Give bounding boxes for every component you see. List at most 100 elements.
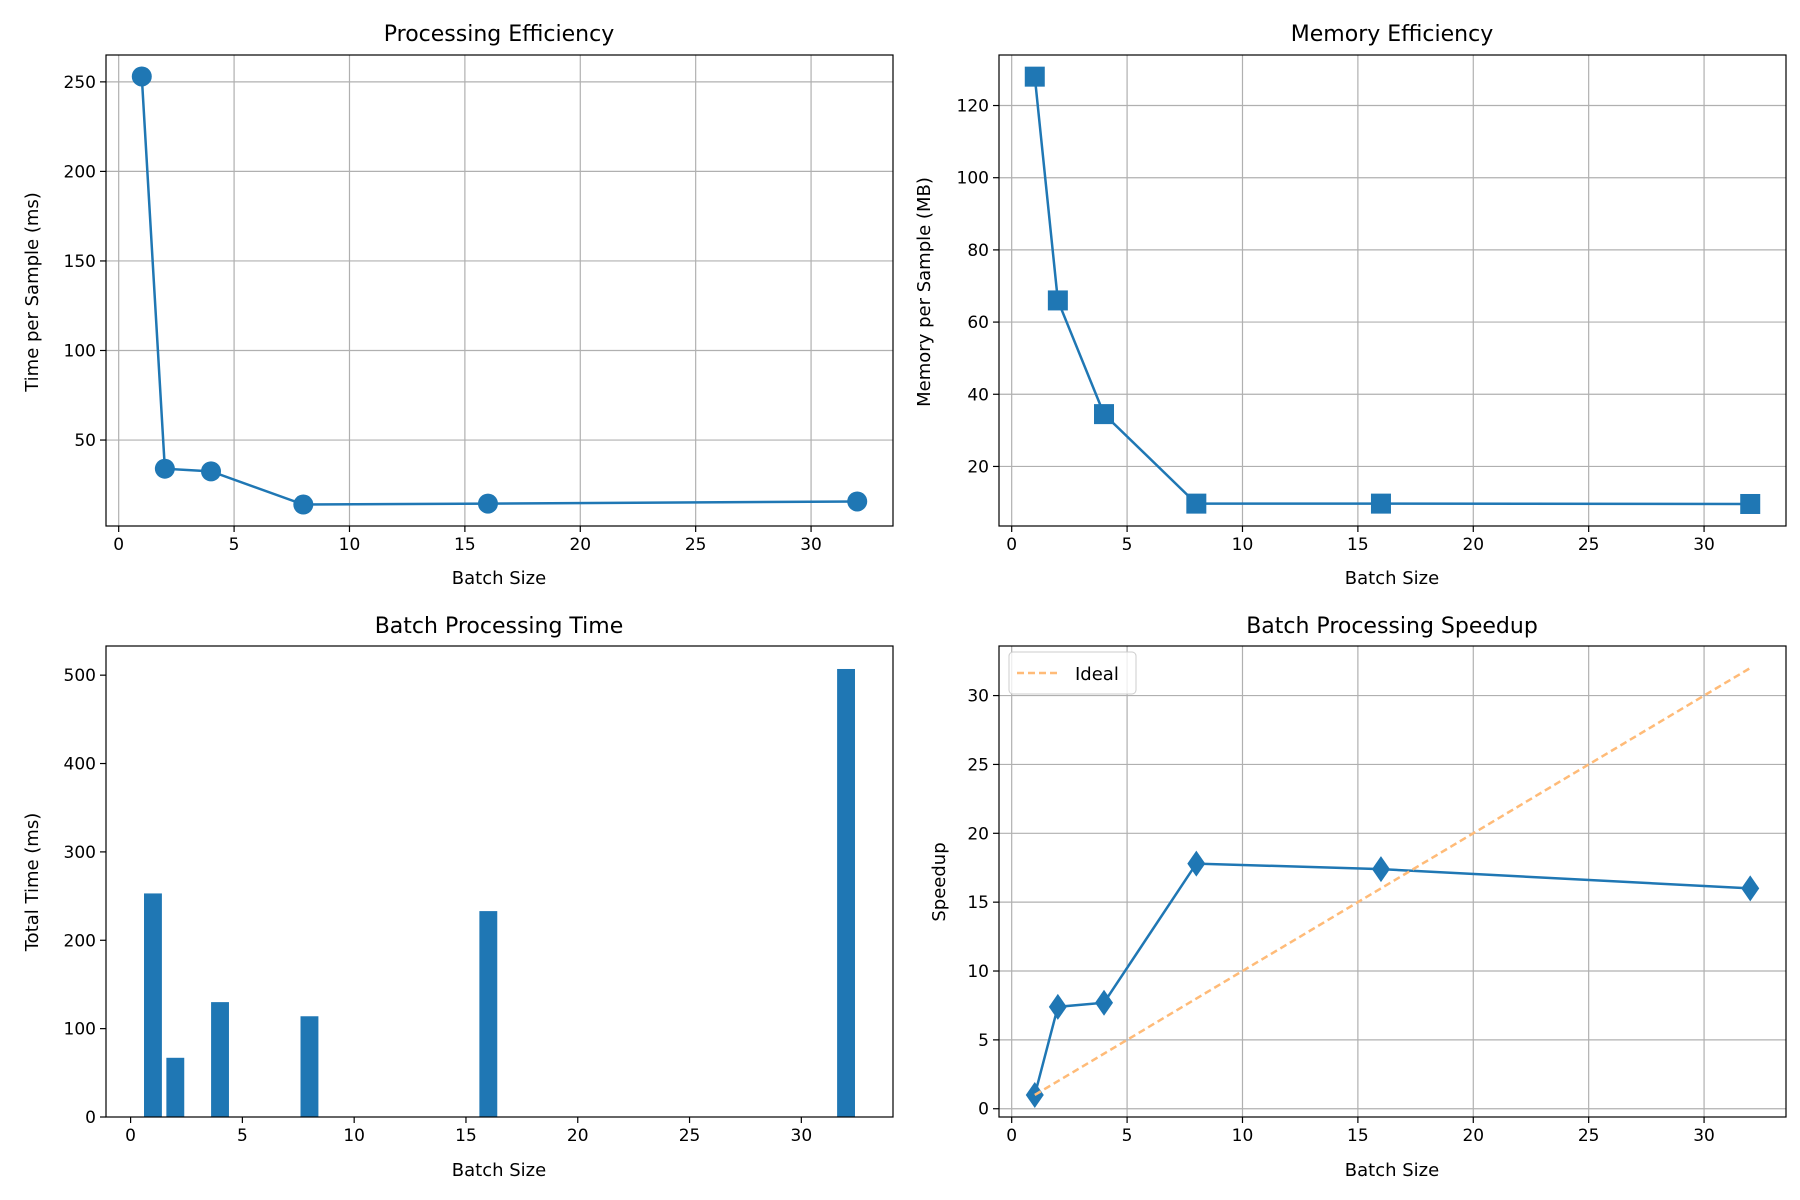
data-point [477, 493, 498, 514]
plot-area: 0 5 10 15 20 25 30 0 5 10 15 20 25 30 [967, 645, 1787, 1146]
x-tick-label: 0 [113, 535, 124, 555]
legend-label-ideal: Ideal [1075, 664, 1119, 685]
x-tick-label: 5 [1122, 1126, 1133, 1146]
plot-area: 0 5 10 15 20 25 30 50 100 150 200 250 [64, 54, 894, 555]
y-tick-label: 50 [74, 431, 96, 451]
x-tick-label: 15 [1347, 535, 1369, 555]
y-tick-label: 400 [64, 755, 96, 775]
data-point [1187, 850, 1206, 877]
axes-frame [105, 54, 894, 527]
chart-title: Batch Processing Speedup [1246, 614, 1538, 639]
x-tick-label: 30 [791, 1126, 813, 1146]
data-point [1048, 993, 1067, 1020]
x-tick-label: 25 [685, 535, 707, 555]
y-tick-label: 200 [64, 931, 96, 951]
x-tick-label: 10 [343, 1126, 365, 1146]
data-point [131, 66, 152, 87]
x-tick-label: 20 [569, 535, 591, 555]
x-tick-label: 15 [454, 535, 476, 555]
series-line-ideal [1034, 666, 1751, 1097]
x-tick-label: 15 [1347, 1126, 1369, 1146]
y-axis-label: Memory per Sample (MB) [914, 177, 935, 407]
x-axis-label: Batch Size [452, 1160, 546, 1181]
x-axis-label: Batch Size [1345, 1160, 1439, 1181]
data-point [1024, 66, 1045, 87]
y-tick-label: 100 [64, 1020, 96, 1040]
panel-batch-processing-time: Batch Processing Time 0 5 10 15 20 25 30010020… [22, 614, 894, 1181]
bar [166, 1057, 185, 1117]
bar [300, 1016, 319, 1117]
y-tick-label: 120 [957, 97, 989, 117]
y-tick-label: 40 [967, 385, 989, 405]
series-line [140, 76, 858, 506]
data-point [293, 494, 314, 515]
legend: Ideal [1008, 651, 1137, 695]
x-tick-label: 5 [237, 1126, 248, 1146]
chart-title: Batch Processing Time [375, 614, 624, 639]
y-axis-label: Total Time (ms) [22, 813, 43, 953]
y-axis-label: Speedup [929, 842, 950, 921]
y-axis-label: Time per Sample (ms) [22, 192, 43, 393]
y-tick-label: 20 [967, 824, 989, 844]
data-point [1741, 875, 1760, 902]
y-tick-label: 0 [978, 1100, 989, 1120]
y-tick-label: 300 [64, 843, 96, 863]
bar [211, 1002, 229, 1117]
y-tick-label: 200 [64, 162, 96, 182]
x-tick-label: 25 [1578, 535, 1600, 555]
x-tick-label: 25 [1578, 1126, 1600, 1146]
y-tick-label: 0 [85, 1108, 96, 1128]
data-point [1186, 493, 1207, 514]
axes-frame [105, 645, 894, 1118]
x-tick-label: 20 [567, 1126, 589, 1146]
axes-frame [998, 645, 1787, 1118]
series-line [1033, 76, 1751, 506]
series-line [1033, 862, 1751, 1096]
data-point [1047, 290, 1068, 311]
x-tick-label: 10 [339, 535, 361, 555]
x-tick-label: 0 [125, 1126, 136, 1146]
x-tick-label: 25 [679, 1126, 701, 1146]
y-tick-label: 80 [967, 241, 989, 261]
data-point [1740, 493, 1761, 514]
axes-frame [998, 54, 1787, 527]
x-tick-label: 30 [800, 535, 822, 555]
panel-memory-efficiency: Memory Efficiency 0 5 10 15 20 25 30 20 40 60 80 10… [914, 22, 1787, 589]
data-point [1095, 989, 1114, 1016]
legend-frame [1008, 651, 1137, 695]
x-tick-label: 15 [455, 1126, 477, 1146]
chart-title: Processing Efficiency [384, 22, 614, 47]
y-tick-label: 150 [64, 252, 96, 272]
x-tick-label: 30 [1693, 1126, 1715, 1146]
x-tick-label: 0 [1006, 1126, 1017, 1146]
x-tick-label: 30 [1693, 535, 1715, 555]
x-tick-label: 10 [1232, 535, 1254, 555]
x-tick-label: 5 [1122, 535, 1133, 555]
plot-area: 0 5 10 15 20 25 30 20 40 60 80 100 120 [957, 54, 1787, 555]
data-point [201, 461, 222, 482]
x-axis-label: Batch Size [1345, 568, 1439, 589]
y-tick-label: 250 [64, 73, 96, 93]
panel-batch-processing-speedup: Batch Processing Speedup 0 5 10 15 20 25 30 0 5 1… [929, 614, 1787, 1181]
y-tick-label: 5 [978, 1031, 989, 1051]
data-point [847, 491, 868, 512]
bar [479, 911, 498, 1117]
chart-title: Memory Efficiency [1291, 22, 1493, 47]
data-point [1370, 493, 1391, 514]
x-tick-label: 10 [1232, 1126, 1254, 1146]
y-tick-label: 30 [967, 687, 989, 707]
data-point [1094, 404, 1115, 425]
y-tick-label: 10 [967, 962, 989, 982]
x-tick-label: 5 [229, 535, 240, 555]
y-tick-label: 100 [957, 169, 989, 189]
bar [144, 893, 162, 1117]
y-tick-label: 15 [967, 893, 989, 913]
data-point [1371, 856, 1390, 883]
y-tick-label: 20 [967, 457, 989, 477]
x-tick-label: 0 [1006, 535, 1017, 555]
x-tick-label: 20 [1462, 1126, 1484, 1146]
x-axis-label: Batch Size [452, 568, 546, 589]
